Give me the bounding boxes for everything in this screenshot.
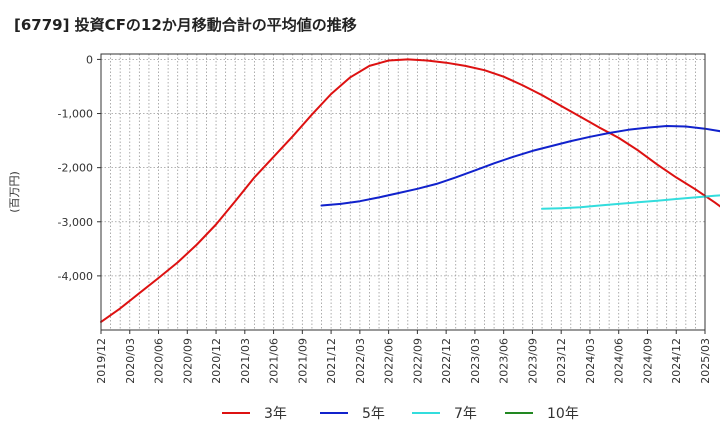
- chart-title: [6779] 投資CFの12か月移動合計の平均値の推移: [14, 16, 357, 34]
- x-tick-label: 2024/03: [584, 338, 597, 384]
- x-tick-label: 2020/12: [210, 338, 223, 384]
- x-tick-label: 2024/09: [641, 338, 654, 384]
- x-tick-label: 2022/12: [440, 338, 453, 384]
- y-tick-label: -1,000: [58, 108, 93, 121]
- legend-label-10年: 10年: [547, 406, 579, 422]
- x-tick-label: 2023/09: [526, 338, 539, 384]
- x-tick-label: 2021/12: [325, 338, 338, 384]
- series-line-3年: [100, 58, 720, 323]
- y-axis-label: (百万円): [8, 171, 21, 213]
- x-tick-label: 2024/06: [613, 338, 626, 384]
- axis-layer: 0 -1,000 -2,000 -3,000 -4,000 2019/12 2020/03 2…: [8, 53, 712, 383]
- x-tick-label: 2020/03: [124, 338, 137, 384]
- legend-label-5年: 5年: [362, 406, 385, 422]
- x-tick-label: 2023/03: [469, 338, 482, 384]
- x-tick-label: 2021/06: [268, 338, 281, 384]
- x-tick-label: 2020/06: [153, 338, 166, 384]
- y-tick-label: -2,000: [58, 162, 93, 175]
- x-tick-label: 2021/09: [296, 338, 309, 384]
- x-tick-label: 2023/12: [555, 338, 568, 384]
- legend-label-7年: 7年: [454, 406, 477, 422]
- grid-layer: [100, 54, 706, 330]
- x-tick-label: 2020/09: [181, 338, 194, 384]
- x-tick-label: 2023/06: [498, 338, 511, 384]
- x-tick-label: 2021/03: [239, 338, 252, 384]
- y-tick-label: 0: [86, 53, 93, 66]
- legend-label-3年: 3年: [264, 406, 287, 422]
- x-tick-label: 2022/09: [411, 338, 424, 384]
- y-tick-label: -3,000: [58, 216, 93, 229]
- series-line-7年: [541, 194, 720, 210]
- x-tick-label: 2025/03: [699, 338, 712, 384]
- y-tick-label: -4,000: [58, 270, 93, 283]
- x-tick-label: 2019/12: [95, 338, 108, 384]
- plot-frame: [100, 53, 706, 331]
- legend-layer: 3年 5年 7年 10年: [222, 406, 579, 422]
- series-line-5年: [320, 125, 720, 207]
- x-tick-label: 2024/12: [670, 338, 683, 384]
- x-tick-label: 2022/06: [383, 338, 396, 384]
- series-layer: [100, 58, 720, 323]
- x-tick-label: 2022/03: [354, 338, 367, 384]
